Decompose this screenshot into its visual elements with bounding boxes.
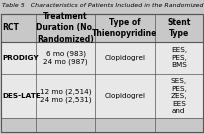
Bar (1, 42, 203, 74)
Bar (1, 74, 203, 118)
Text: RCT: RCT (3, 23, 20, 32)
Text: Clopidogrel: Clopidogrel (104, 93, 145, 99)
Text: 6 mo (983)
24 mo (987): 6 mo (983) 24 mo (987) (43, 50, 88, 65)
Bar (1, 14, 203, 132)
Text: PRODIGY: PRODIGY (3, 55, 39, 61)
Text: Clopidogrel: Clopidogrel (104, 55, 145, 61)
Text: EES,
PES,
BMS: EES, PES, BMS (171, 47, 187, 68)
Text: Type of
Thienopyridine: Type of Thienopyridine (92, 18, 158, 38)
Text: Table 5   Characteristics of Patients Included in the Randomized Controlled Tria: Table 5 Characteristics of Patients Incl… (2, 3, 204, 8)
Text: SES,
PES,
ZES,
EES
and: SES, PES, ZES, EES and (171, 78, 187, 114)
Text: 12 mo (2,514)
24 mo (2,531): 12 mo (2,514) 24 mo (2,531) (40, 89, 91, 103)
Text: Treatment
Duration (No.
Randomized): Treatment Duration (No. Randomized) (36, 12, 95, 44)
Text: Stent
Type: Stent Type (167, 18, 191, 38)
Text: DES-LATE: DES-LATE (3, 93, 41, 99)
Bar (1, 14, 203, 42)
